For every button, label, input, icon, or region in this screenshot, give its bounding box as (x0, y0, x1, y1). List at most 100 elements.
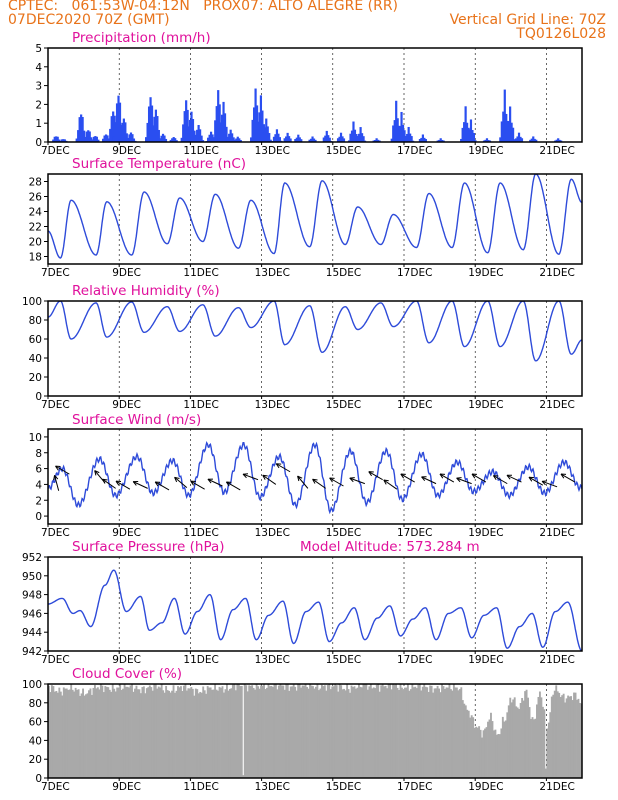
x-tick-label: 15DEC (326, 399, 361, 411)
y-tick-label: 3 (35, 81, 42, 93)
precip-bar (395, 139, 399, 142)
precip-bar (466, 133, 470, 142)
cloud-bar (276, 689, 279, 778)
y-tick-label: 1 (35, 118, 42, 130)
cloud-bar (86, 693, 89, 778)
precip-bar (469, 119, 473, 142)
wind-arrow (541, 480, 558, 488)
cloud-bar (452, 684, 455, 778)
cloud-bar (301, 685, 304, 778)
cloud-bar (248, 685, 251, 778)
wind-title: Surface Wind (m/s) (72, 412, 201, 428)
cloud-bar (401, 687, 403, 778)
cloud-bar (231, 684, 234, 778)
cloud-bar (304, 684, 307, 778)
precip-bar (265, 118, 268, 142)
cloud-bar (374, 688, 377, 778)
cloud-bar (323, 685, 326, 778)
y-tick-label: 60 (29, 717, 42, 729)
cloud-bar (150, 687, 153, 778)
cloud-bar (185, 690, 188, 778)
cloud-bar (540, 697, 543, 778)
cloud-bar (402, 690, 405, 778)
cloud-bar (203, 690, 206, 778)
cloud-bar (360, 687, 363, 778)
precip-bar (353, 129, 357, 142)
cloud-bar (396, 687, 399, 778)
wind-arrow (225, 481, 241, 491)
precip-bar (104, 134, 108, 142)
cloud-bar (409, 689, 412, 778)
cloud-bar (498, 734, 501, 778)
precip-bar (514, 138, 518, 142)
cloud-bar (218, 686, 221, 778)
cloud-bar (242, 775, 245, 778)
wind-arrow (53, 474, 60, 491)
cloud-bar (460, 687, 463, 778)
precip-bar (421, 134, 424, 142)
precip-bar (263, 127, 266, 142)
precip-bar (88, 131, 91, 142)
precip-bar (150, 138, 153, 142)
precip-bar (311, 136, 314, 142)
cloud-bar (240, 686, 243, 778)
precip-bar (465, 140, 468, 142)
cloud-bar (358, 684, 360, 778)
cloud-bar (442, 686, 445, 778)
precip-bar (274, 134, 277, 142)
precip-bar (225, 126, 228, 142)
precip-bar (191, 119, 195, 142)
precip-bar (466, 122, 469, 142)
cloud-bar (466, 709, 469, 778)
wind-arrow (242, 473, 259, 481)
cloud-bar (52, 686, 55, 778)
cloud-bar (291, 686, 294, 778)
precip-bar (254, 88, 257, 142)
cloud-bar (478, 726, 481, 778)
cloud-bar (386, 688, 389, 778)
wind-arrow (312, 478, 326, 489)
precip-bar (232, 137, 235, 142)
cloud-bar (105, 686, 108, 778)
cloud-bar (524, 691, 527, 778)
precip-bar (324, 135, 327, 142)
x-tick-label: 11DEC (183, 781, 218, 793)
cloud-bar (243, 684, 246, 778)
wind-panel: Surface Wind (m/s) 7DEC 9DEC 11DEC 13DEC 15DE… (29, 412, 583, 539)
precip-bar (510, 122, 513, 142)
cloud-bar (441, 684, 443, 778)
temperature-panel: Surface Temperature (nC) 7DEC 9DEC 11DEC 13D… (29, 156, 583, 279)
cloud-bar (325, 690, 328, 778)
precip-bar (52, 139, 55, 142)
cloud-bar (507, 705, 510, 778)
cloud-bar (366, 689, 369, 778)
x-tick-label: 11DEC (183, 399, 218, 411)
precip-bar (122, 118, 125, 142)
cloud-bar (317, 690, 320, 778)
precip-bar (362, 136, 365, 142)
x-tick-label: 21DEC (539, 399, 574, 411)
x-tick-label: 19DEC (468, 654, 503, 666)
precip-bar (83, 130, 86, 142)
precip-bar (223, 113, 227, 142)
precip-bar (171, 138, 174, 142)
wind-plot-area (48, 441, 582, 515)
x-tick-label: 21DEC (539, 145, 574, 157)
cloud-bar (102, 692, 105, 778)
precip-bar (128, 134, 131, 142)
precip-bar (199, 129, 202, 142)
x-tick-label: 19DEC (468, 781, 503, 793)
precip-bar (87, 130, 90, 142)
cloud-bar (538, 691, 541, 778)
cloud-bar (74, 687, 77, 778)
cloud-bar (571, 700, 574, 778)
x-tick-label: 11DEC (183, 654, 218, 666)
cloud-bar (163, 692, 166, 778)
wind-arrow (456, 477, 472, 485)
precipitation-frame (47, 47, 583, 143)
precip-bar (60, 139, 63, 142)
precip-bar (372, 140, 375, 142)
cloud-bar (515, 706, 518, 778)
precip-bar (261, 110, 264, 142)
x-tick-label: 13DEC (255, 145, 290, 157)
